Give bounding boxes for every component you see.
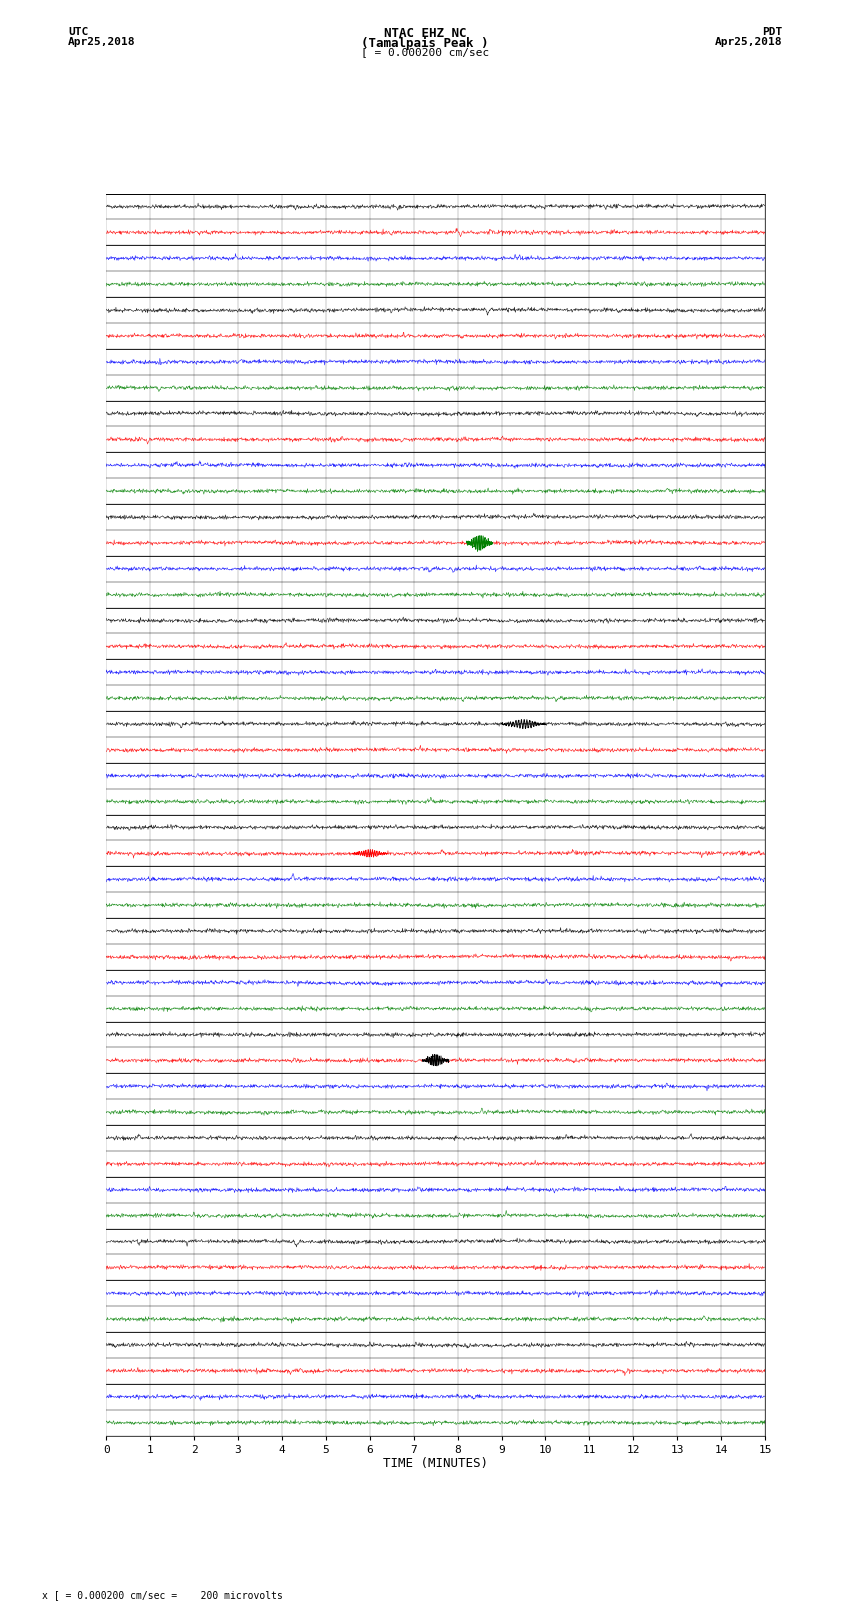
Text: Apr25,2018: Apr25,2018: [68, 37, 135, 47]
Text: Apr25,2018: Apr25,2018: [715, 37, 782, 47]
Text: UTC: UTC: [68, 27, 88, 37]
Text: [ = 0.000200 cm/sec: [ = 0.000200 cm/sec: [361, 47, 489, 56]
Text: NTAC EHZ NC: NTAC EHZ NC: [383, 27, 467, 40]
Text: PDT: PDT: [762, 27, 782, 37]
Text: (Tamalpais Peak ): (Tamalpais Peak ): [361, 37, 489, 50]
Text: x [ = 0.000200 cm/sec =    200 microvolts: x [ = 0.000200 cm/sec = 200 microvolts: [42, 1590, 283, 1600]
X-axis label: TIME (MINUTES): TIME (MINUTES): [383, 1458, 488, 1471]
